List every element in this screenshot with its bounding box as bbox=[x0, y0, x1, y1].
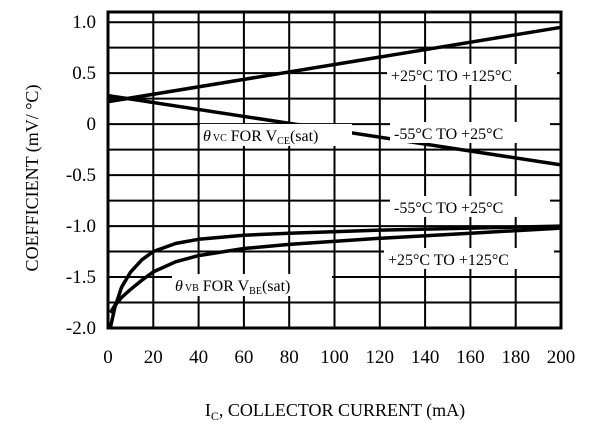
theta-subscript: VB bbox=[185, 283, 199, 294]
x-tick-label: 100 bbox=[320, 347, 349, 368]
annotation-theta-vc: θ VC FOR VCE(sat) bbox=[200, 124, 352, 147]
series-line-0 bbox=[107, 25, 562, 104]
x-tick-label: 200 bbox=[547, 347, 576, 368]
svg-text:+25°C TO +125°C: +25°C TO +125°C bbox=[391, 68, 512, 85]
annotation-theta-vb: θ VB FOR VBE(sat) bbox=[172, 274, 332, 297]
y-axis-title: COEFFICIENT (mV/ °C) bbox=[22, 85, 43, 272]
x-tick-label: 160 bbox=[456, 347, 485, 368]
y-tick-label: 1.0 bbox=[72, 12, 96, 33]
x-title-main: I bbox=[205, 400, 211, 420]
x-axis-title: IC, COLLECTOR CURRENT (mA) bbox=[205, 400, 465, 423]
annotation-for-text: FOR V bbox=[227, 128, 278, 145]
x-title-rest: , COLLECTOR CURRENT (mA) bbox=[219, 400, 465, 421]
annotation-for-text: FOR V bbox=[199, 278, 250, 295]
x-tick-label: 120 bbox=[366, 347, 395, 368]
y-tick-label: 0 bbox=[87, 114, 97, 135]
x-tick-label: 0 bbox=[103, 347, 113, 368]
theta-subscript: VC bbox=[213, 133, 227, 144]
x-tick-label: 80 bbox=[280, 347, 299, 368]
svg-text:-55°C TO +25°C: -55°C TO +25°C bbox=[394, 200, 503, 217]
svg-text:+25°C TO +125°C: +25°C TO +125°C bbox=[388, 252, 509, 269]
svg-text:-55°C TO +25°C: -55°C TO +25°C bbox=[394, 126, 503, 143]
theta-symbol: θ bbox=[203, 128, 211, 145]
y-tick-label: -0.5 bbox=[66, 165, 96, 186]
y-tick-label: -1.0 bbox=[66, 216, 96, 237]
series-label-vb-55-25: -55°C TO +25°C bbox=[390, 196, 550, 217]
series-label-vc-25-125: +25°C TO +125°C bbox=[387, 64, 557, 85]
annotation-tail: (sat) bbox=[290, 128, 318, 145]
x-tick-label: 20 bbox=[144, 347, 163, 368]
x-tick-label: 40 bbox=[189, 347, 208, 368]
x-tick-label: 140 bbox=[411, 347, 440, 368]
series-line-3 bbox=[108, 226, 562, 314]
x-tick-label: 60 bbox=[234, 347, 253, 368]
y-tick-label: -1.5 bbox=[66, 267, 96, 288]
y-tick-label: -2.0 bbox=[66, 318, 96, 339]
v-subscript: CE bbox=[277, 136, 290, 147]
svg-text:θVB FOR VBE(sat): θ VB FOR VBE(sat) bbox=[175, 278, 290, 297]
v-subscript: BE bbox=[249, 286, 262, 297]
series-label-vc-55-25: -55°C TO +25°C bbox=[390, 122, 550, 143]
plot-frame bbox=[106, 10, 563, 330]
x-title-subscript: C bbox=[211, 409, 219, 423]
x-tick-label: 180 bbox=[501, 347, 530, 368]
tick-labels: 0 20 40 60 80 100 120 140 160 180 200 1.0 0.5 0 -0.5 -1… bbox=[66, 12, 575, 368]
y-tick-label: 0.5 bbox=[72, 63, 96, 84]
annotation-tail: (sat) bbox=[262, 278, 290, 295]
theta-symbol: θ bbox=[175, 278, 183, 295]
series-label-vb-25-125: +25°C TO +125°C bbox=[384, 248, 554, 269]
svg-text:θVC FOR VCE(sat): θ VC FOR VCE(sat) bbox=[203, 128, 318, 147]
series-line-2 bbox=[108, 224, 562, 329]
